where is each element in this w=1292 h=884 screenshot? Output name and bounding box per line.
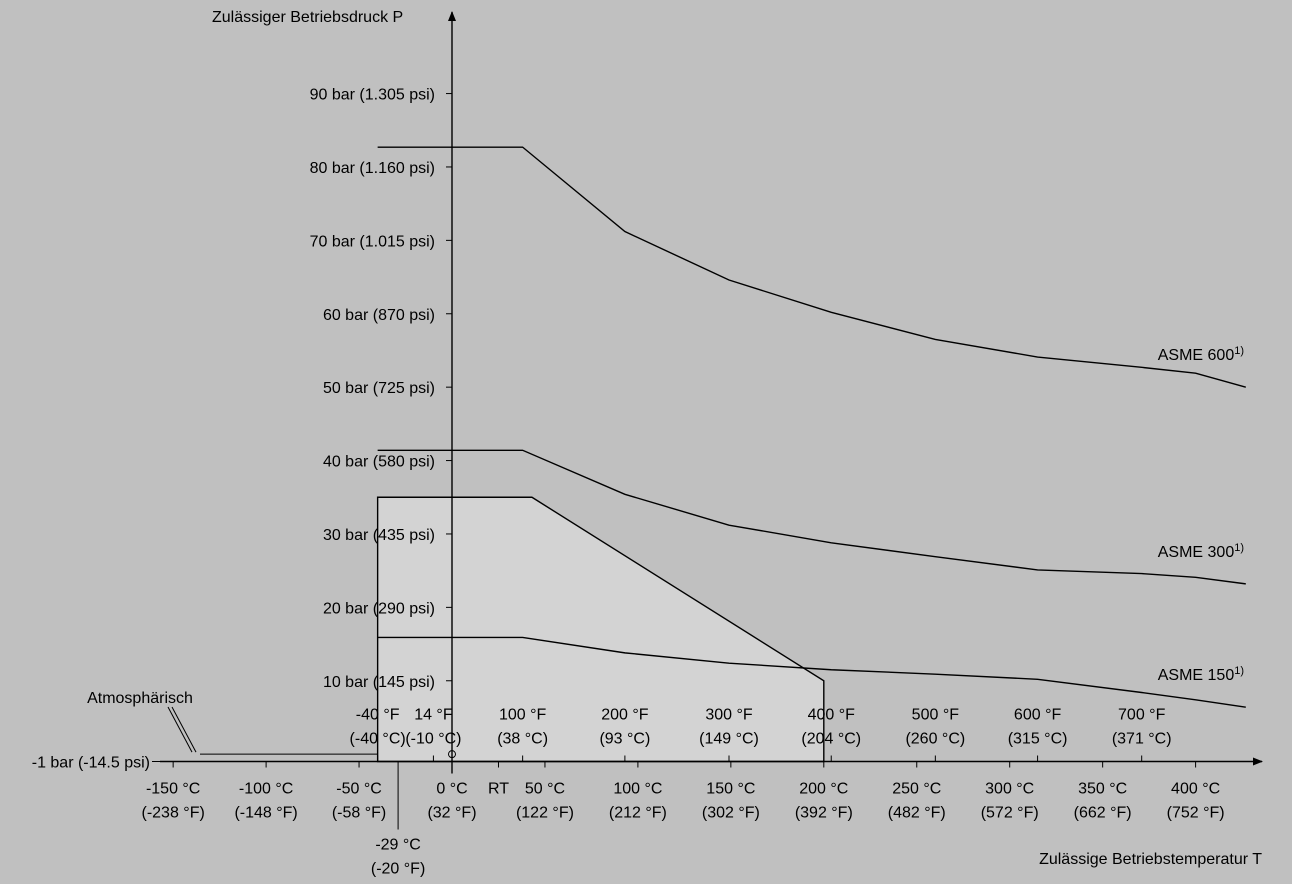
x-tick-label: (392 °F): [795, 805, 853, 822]
x-tick-label: (482 °F): [888, 805, 946, 822]
x-tick-label: 400 °C: [1171, 781, 1220, 798]
atmospheric-leader: [171, 706, 197, 753]
x-tick-label: (149 °C): [699, 731, 759, 748]
y-axis-label: Zulässiger Betriebsdruck P: [212, 9, 403, 26]
y-tick-label: -1 bar (-14.5 psi): [32, 755, 150, 772]
origin-circle: [448, 750, 456, 759]
asme-600-curve: [377, 146, 1246, 388]
y-tick-label: 80 bar (1.160 psi): [310, 160, 435, 177]
x-tick-label: 350 °C: [1078, 781, 1127, 798]
x-tick-label: 600 °F: [1014, 707, 1062, 724]
x-tick-label: (315 °C): [1008, 731, 1068, 748]
y-tick-label: 50 bar (725 psi): [323, 380, 435, 397]
x-tick-label: 0 °C: [436, 781, 467, 798]
atmospheric-label: Atmosphärisch: [87, 690, 193, 707]
y-tick-label: 40 bar (580 psi): [323, 454, 435, 471]
x-tick-label: (-40 °C): [350, 731, 406, 748]
rt-label: RT: [488, 781, 509, 798]
x-tick-label: 500 °F: [912, 707, 960, 724]
x-tick-label: (260 °C): [905, 731, 965, 748]
asme-600-label: ASME 6001): [1158, 345, 1244, 364]
x-tick-label: 200 °F: [601, 707, 649, 724]
x-tick-label: (-148 °F): [234, 805, 297, 822]
x-tick-label: -100 °C: [239, 781, 293, 798]
y-tick-label: 10 bar (145 psi): [323, 674, 435, 691]
y-tick-label: 30 bar (435 psi): [323, 527, 435, 544]
y-tick-label: 60 bar (870 psi): [323, 307, 435, 324]
atmospheric-leader: [167, 706, 193, 753]
x-tick-label: 150 °C: [706, 781, 755, 798]
x-tick-label: (-58 °F): [332, 805, 386, 822]
x-tick-label: (-10 °C): [405, 731, 461, 748]
x-tick-label: 100 °F: [499, 707, 547, 724]
asme-150-curve: [377, 636, 1246, 708]
y-tick-label: 70 bar (1.015 psi): [310, 233, 435, 250]
min-temp-label: -29 °C: [375, 837, 421, 854]
asme-300-curve: [377, 449, 1246, 585]
x-tick-label: -150 °C: [146, 781, 200, 798]
y-tick-label: 20 bar (290 psi): [323, 600, 435, 617]
x-tick-label: 250 °C: [892, 781, 941, 798]
x-tick-label: (-238 °F): [142, 805, 205, 822]
y-tick-label: 90 bar (1.305 psi): [310, 87, 435, 104]
x-tick-label: (302 °F): [702, 805, 760, 822]
x-tick-label: (204 °C): [801, 731, 861, 748]
x-tick-label: (572 °F): [981, 805, 1039, 822]
asme-150-label: ASME 1501): [1158, 665, 1244, 684]
x-tick-label: (32 °F): [427, 805, 476, 822]
x-tick-label: (122 °F): [516, 805, 574, 822]
x-tick-label: (371 °C): [1112, 731, 1172, 748]
x-tick-label: (752 °F): [1167, 805, 1225, 822]
x-tick-label: 300 °F: [705, 707, 753, 724]
x-tick-label: -50 °C: [336, 781, 382, 798]
asme-300-label: ASME 3001): [1158, 542, 1244, 561]
x-tick-label: 100 °C: [613, 781, 662, 798]
x-tick-label: -40 °F: [356, 707, 400, 724]
x-axis-label: Zulässige Betriebstemperatur T: [1039, 851, 1262, 868]
min-temp-label: (-20 °F): [371, 861, 425, 878]
x-tick-label: (38 °C): [497, 731, 548, 748]
x-tick-label: 400 °F: [808, 707, 856, 724]
x-tick-label: 200 °C: [799, 781, 848, 798]
x-tick-label: (662 °F): [1074, 805, 1132, 822]
x-tick-label: (93 °C): [599, 731, 650, 748]
x-tick-label: 14 °F: [414, 707, 453, 724]
x-tick-label: 50 °C: [525, 781, 565, 798]
x-tick-label: 700 °F: [1118, 707, 1166, 724]
x-tick-label: 300 °C: [985, 781, 1034, 798]
x-tick-label: (212 °F): [609, 805, 667, 822]
